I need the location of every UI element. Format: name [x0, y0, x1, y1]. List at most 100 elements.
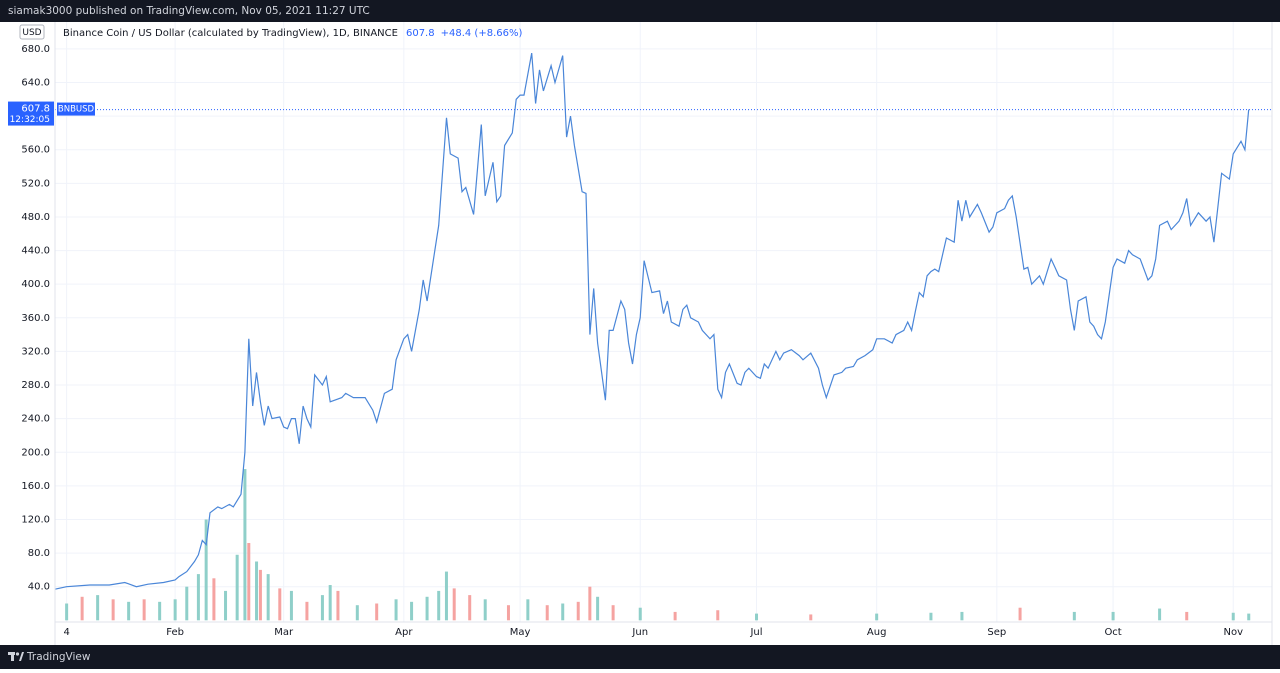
volume-bar: [394, 599, 398, 621]
legend-title: Binance Coin / US Dollar (calculated by …: [63, 28, 398, 39]
volume-bar: [1158, 608, 1162, 621]
x-tick-label: Nov: [1223, 627, 1243, 638]
chart: [54, 22, 1272, 622]
volume-bar: [305, 601, 309, 621]
price-line: [54, 52, 1250, 590]
volume-bar: [410, 601, 414, 621]
volume-bar: [243, 469, 247, 621]
volume-bar: [375, 603, 379, 621]
legend-change: +48.4 (+8.66%): [441, 28, 523, 39]
y-tick-label: 480.0: [21, 212, 50, 223]
volume-bar: [452, 588, 456, 621]
volume-bar: [437, 590, 441, 621]
y-tick-label: 120.0: [21, 514, 50, 525]
y-tick-label: 680.0: [21, 44, 50, 55]
symbol-box: [57, 102, 95, 116]
countdown: 12:32:05: [10, 115, 50, 125]
y-tick-label: 440.0: [21, 246, 50, 257]
volume-bar: [212, 578, 216, 621]
x-tick-label: Jul: [749, 627, 762, 638]
volume-bar: [111, 599, 115, 621]
volume-bar: [65, 603, 69, 621]
volume-bar: [673, 611, 677, 621]
volume-bar: [247, 543, 251, 621]
volume-bar: [1072, 611, 1076, 621]
volume-bar: [328, 585, 332, 621]
volume-bar: [235, 554, 239, 621]
volume-bar: [611, 605, 615, 621]
legend-price: 607.8: [406, 28, 435, 39]
volume-bar: [196, 574, 200, 621]
volume-bar: [929, 612, 933, 621]
y-tick-label: 200.0: [21, 447, 50, 458]
y-tick-label: 240.0: [21, 414, 50, 425]
footer-bar: [0, 645, 1280, 669]
volume-bar: [960, 611, 964, 621]
volume-bar: [320, 595, 324, 621]
volume-bar: [185, 586, 189, 621]
volume-bar: [258, 569, 262, 621]
x-tick-label: Mar: [274, 627, 294, 638]
volume-bar: [204, 519, 208, 621]
legend: Binance Coin / US Dollar (calculated by …: [63, 28, 522, 39]
volume-bar: [755, 613, 759, 621]
volume-bar: [224, 590, 228, 621]
volume-bar: [1185, 611, 1189, 621]
volume-bar: [638, 607, 642, 621]
volume-bar: [483, 599, 487, 621]
volume-bar: [266, 574, 270, 621]
volume-bar: [545, 605, 549, 621]
volume-bar: [278, 588, 282, 621]
volume-bar: [809, 614, 813, 621]
y-tick-label: 400.0: [21, 279, 50, 290]
x-tick-label: Feb: [166, 627, 184, 638]
y-tick-label: 560.0: [21, 145, 50, 156]
x-tick-label: Apr: [395, 627, 413, 638]
x-tick-label: May: [510, 627, 531, 638]
volume-bar: [355, 605, 359, 621]
volume-bar: [173, 599, 177, 621]
volume-bar: [255, 561, 259, 621]
y-tick-label: 360.0: [21, 313, 50, 324]
volume-bar: [1018, 607, 1022, 621]
volume-bar: [96, 595, 100, 621]
y-tick-label: 280.0: [21, 380, 50, 391]
currency: USD: [22, 28, 41, 38]
volume-bar: [526, 599, 530, 621]
x-tick-label: Aug: [867, 627, 887, 638]
x-tick-label: Sep: [987, 627, 1006, 638]
header-bar: [0, 0, 1280, 22]
header-text: siamak3000 published on TradingView.com,…: [8, 5, 370, 17]
y-tick-label: 640.0: [21, 78, 50, 89]
price-label: 607.8: [21, 104, 50, 115]
currency-box[interactable]: [19, 24, 45, 40]
y-tick-label: 40.0: [28, 582, 50, 593]
volume-bar: [506, 605, 510, 621]
symbol: BNBUSD: [58, 105, 95, 115]
volume-bar: [142, 599, 146, 621]
x-tick-label: Oct: [1104, 627, 1121, 638]
volume-bar: [127, 601, 131, 621]
volume-bar: [289, 590, 293, 621]
volume-bar: [716, 610, 720, 621]
volume-bar: [1231, 612, 1235, 621]
volume-bar: [596, 596, 600, 621]
volume-bar: [588, 586, 592, 621]
volume-bar: [444, 571, 448, 621]
volume-bar: [158, 601, 162, 621]
volume-bar: [468, 595, 472, 621]
footer-brand: TradingView: [26, 651, 91, 663]
x-tick-label: Jun: [631, 627, 648, 638]
volume-bar: [576, 601, 580, 621]
volume-bar: [1247, 613, 1251, 621]
volume-bar: [561, 603, 565, 621]
x-tick-label: 4: [63, 627, 69, 638]
y-tick-label: 320.0: [21, 346, 50, 357]
volume-bar: [1111, 611, 1115, 621]
volume-bar: [80, 596, 84, 621]
logo: [8, 652, 24, 661]
volume-bar: [875, 613, 879, 621]
y-tick-label: 160.0: [21, 481, 50, 492]
y-tick-label: 520.0: [21, 178, 50, 189]
